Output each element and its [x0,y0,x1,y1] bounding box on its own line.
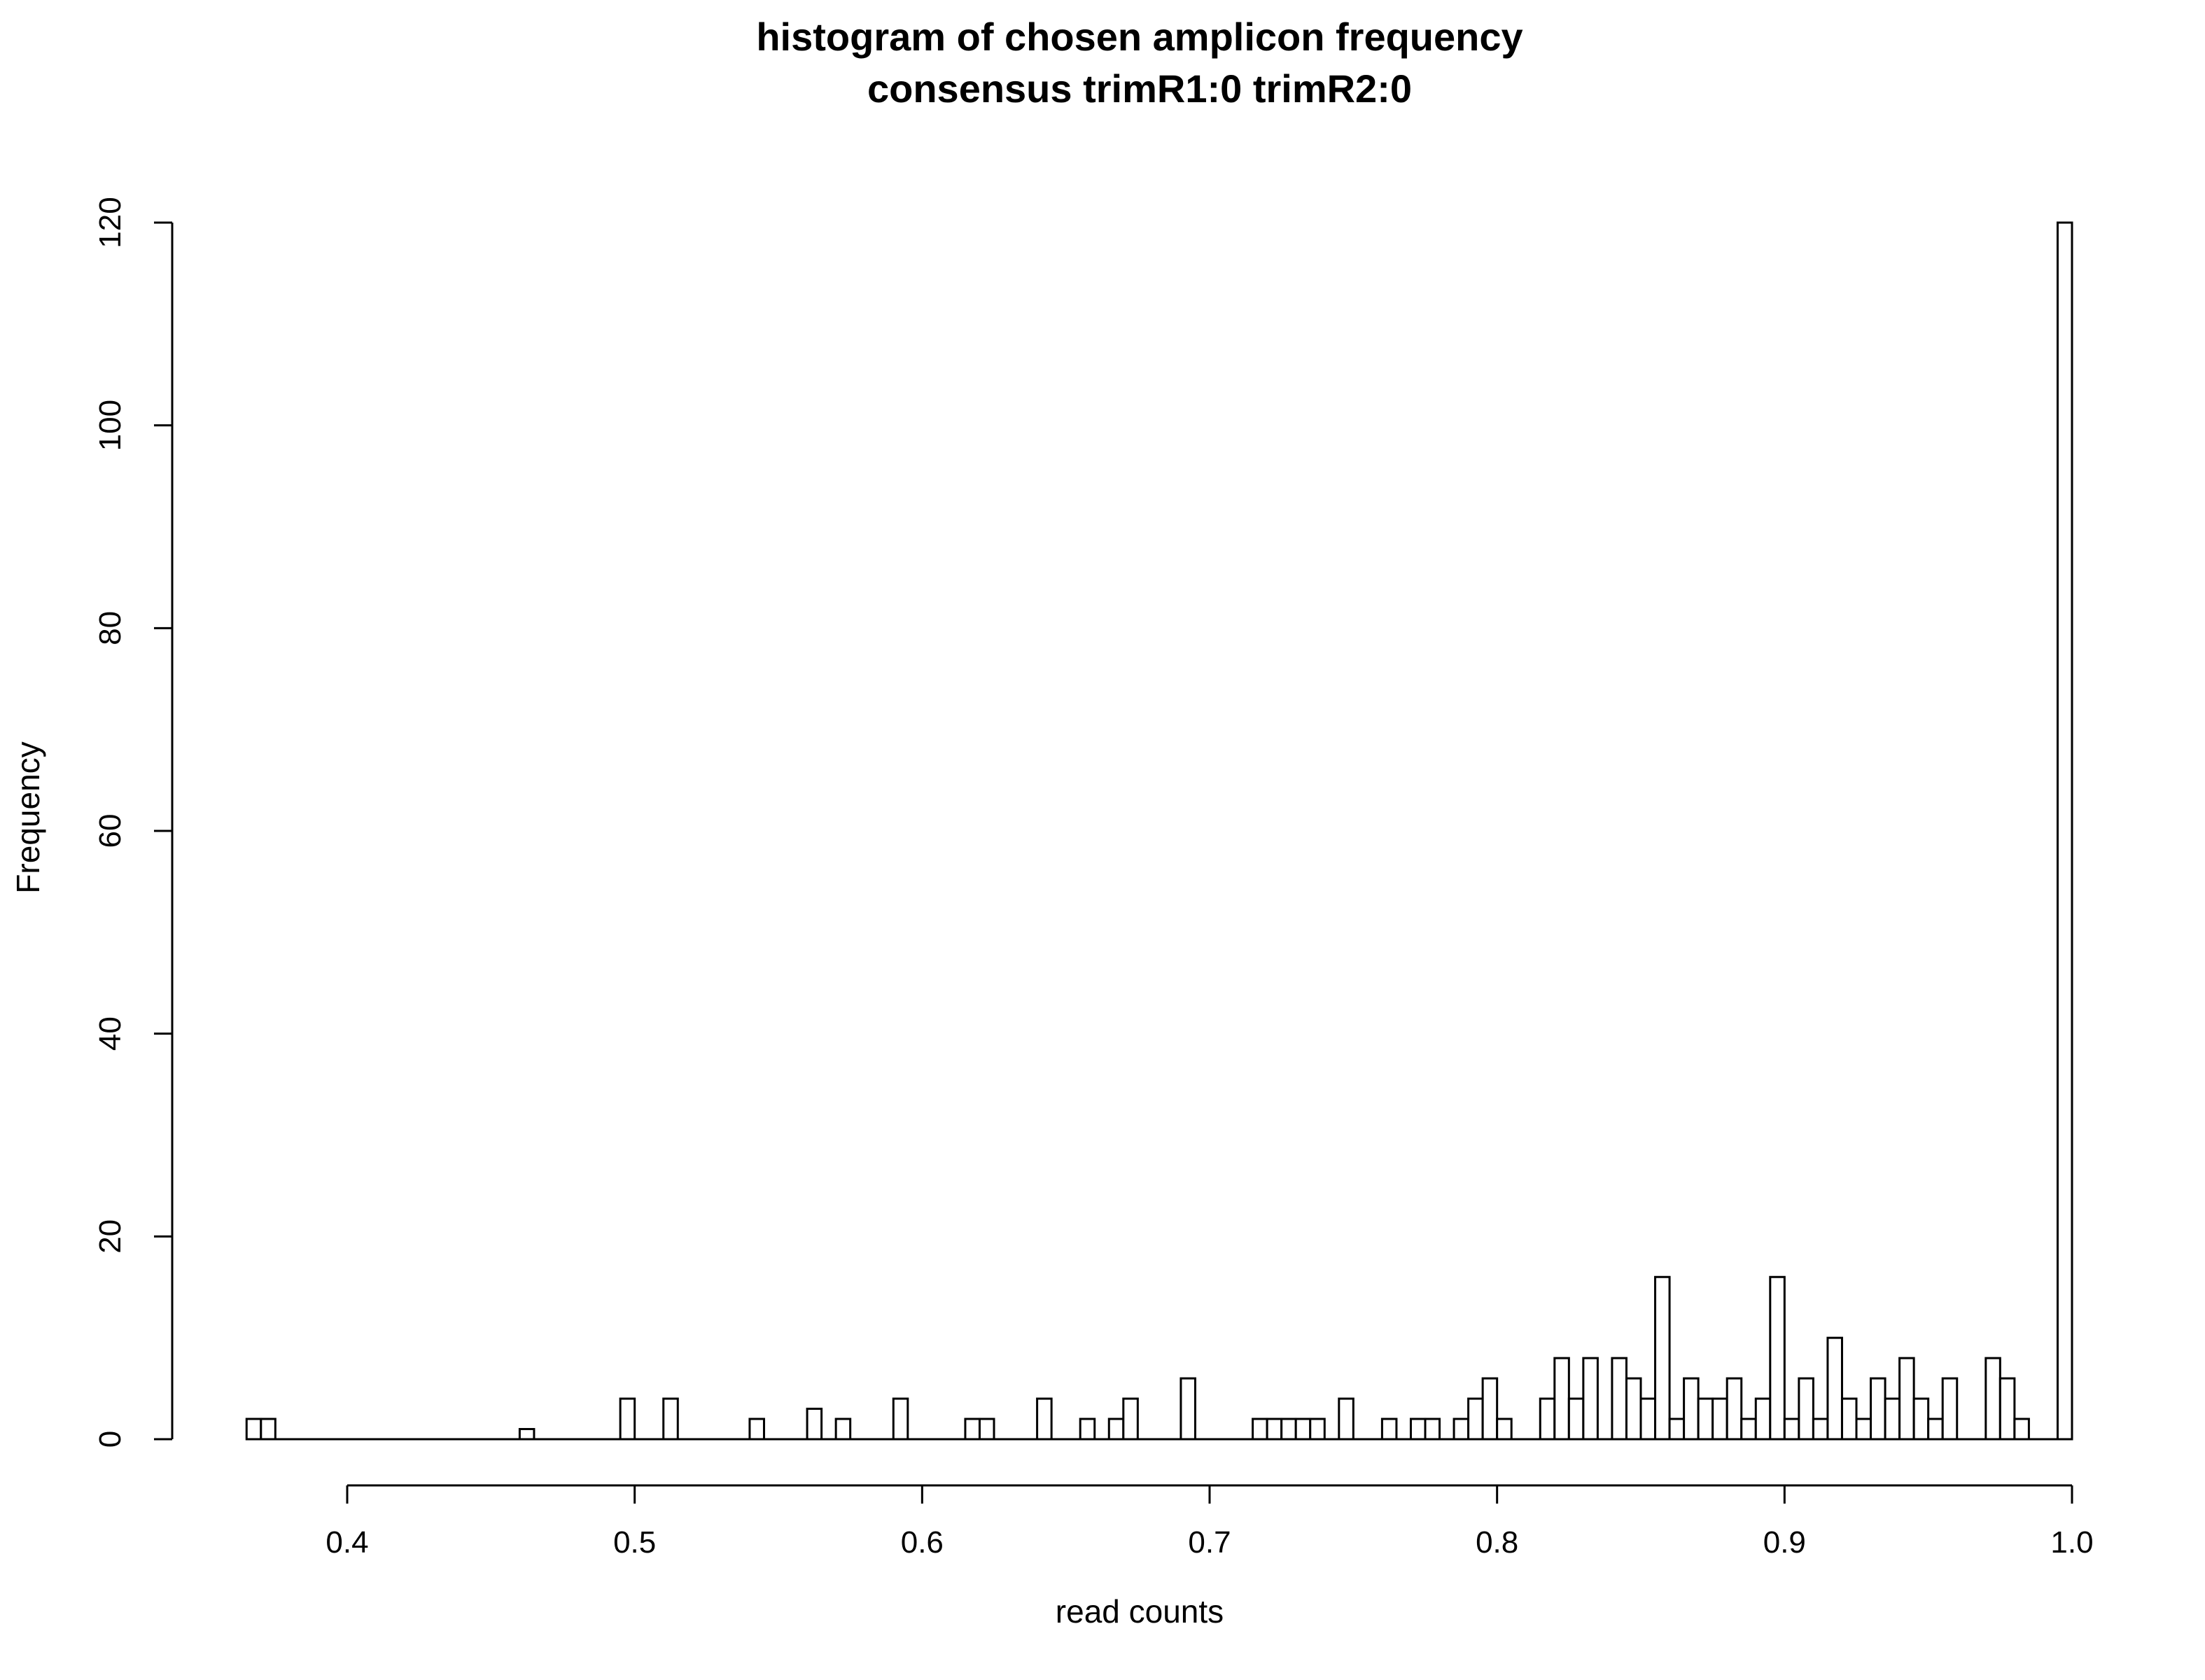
y-tick-label: 100 [93,400,127,451]
histogram-bar [1998,1377,2016,1441]
histogram-bar [1424,1418,1441,1441]
histogram-bar [1884,1397,1901,1441]
histogram-bar [1036,1397,1053,1441]
histogram-bar [1984,1357,2001,1441]
histogram-bar [1754,1397,1772,1441]
histogram-bar [1079,1418,1096,1441]
histogram-bar [1611,1357,1628,1441]
histogram-bar [1740,1418,1757,1441]
histogram-bar [1294,1418,1312,1441]
histogram-bar [1726,1377,1743,1441]
histogram-bar [1122,1397,1139,1441]
histogram-bar [1309,1418,1326,1441]
histogram-bar [978,1418,995,1441]
histogram-bar [1668,1418,1686,1441]
histogram-bar [1496,1418,1513,1441]
x-tick-label: 0.4 [326,1525,368,1560]
x-tick-label: 0.5 [613,1525,656,1560]
x-tick-label: 0.9 [1763,1525,1806,1560]
histogram-bar [964,1418,981,1441]
histogram-bar [1769,1275,1786,1441]
histogram-bar [1898,1357,1915,1441]
histogram-bar [1338,1397,1354,1441]
histogram-bar [1582,1357,1599,1441]
histogram-bar [1252,1418,1268,1441]
x-axis: 0.4 0.5 0.6 0.7 0.8 0.9 1.0 [326,1484,2094,1560]
y-axis: 0 20 40 60 80 100 120 [93,197,174,1448]
histogram-bar [1639,1397,1657,1441]
histogram-bar [1927,1418,1944,1441]
x-tick-label: 1.0 [2050,1525,2093,1560]
histogram-bar [1266,1418,1283,1441]
histogram-bar [1783,1418,1800,1441]
x-tick-label: 0.6 [901,1525,944,1560]
histogram-bar [1409,1418,1427,1441]
histogram-bar [1452,1418,1470,1441]
y-tick-label: 120 [93,197,127,248]
histogram-bar [1180,1377,1196,1441]
y-tick-label: 20 [93,1219,127,1254]
chart-subtitle: consensus trimR1:0 trimR2:0 [867,66,1412,111]
histogram-bar [1826,1336,1843,1441]
histogram-bar [1481,1377,1499,1441]
histogram-bar [1870,1377,1886,1441]
histogram-bar [1812,1418,1829,1441]
histogram-bar [1654,1275,1671,1441]
histogram-bar [2013,1418,2030,1441]
histogram-bar [892,1397,909,1441]
y-tick-label: 0 [93,1431,127,1448]
histogram-bar [1855,1418,1872,1441]
histogram-bar [1697,1397,1714,1441]
histogram-bars [245,221,2073,1441]
x-axis-label: read counts [1056,1593,1224,1630]
x-tick-label: 0.7 [1188,1525,1231,1560]
histogram-bar [1567,1397,1585,1441]
histogram-bar [1380,1418,1398,1441]
histogram-bar [619,1397,636,1441]
histogram-bar [1553,1357,1570,1441]
y-tick-label: 60 [93,814,127,848]
histogram-bar [245,1418,262,1441]
histogram-bar [1683,1377,1700,1441]
y-tick-label: 40 [93,1016,127,1051]
histogram-bar [1539,1397,1556,1441]
histogram-bar [834,1418,852,1441]
histogram-bar [1798,1377,1814,1441]
chart-title: histogram of chosen amplicon frequency [756,15,1522,59]
histogram-bar [806,1408,823,1441]
histogram-bar [1912,1397,1930,1441]
y-tick-label: 80 [93,611,127,645]
histogram-bar [662,1397,679,1441]
histogram-bar [1941,1377,1959,1441]
histogram-bar [2056,221,2073,1441]
histogram-bar [748,1418,765,1441]
x-tick-label: 0.8 [1476,1525,1518,1560]
histogram-bar [1625,1377,1642,1441]
histogram-bar [1840,1397,1858,1441]
histogram-bar [1107,1418,1125,1441]
histogram-bar [1467,1397,1484,1441]
histogram-bar [1712,1397,1728,1441]
histogram-bar [260,1418,276,1441]
histogram-bar [1280,1418,1297,1441]
histogram-bar [518,1428,536,1441]
y-axis-label: Frequency [10,741,46,893]
